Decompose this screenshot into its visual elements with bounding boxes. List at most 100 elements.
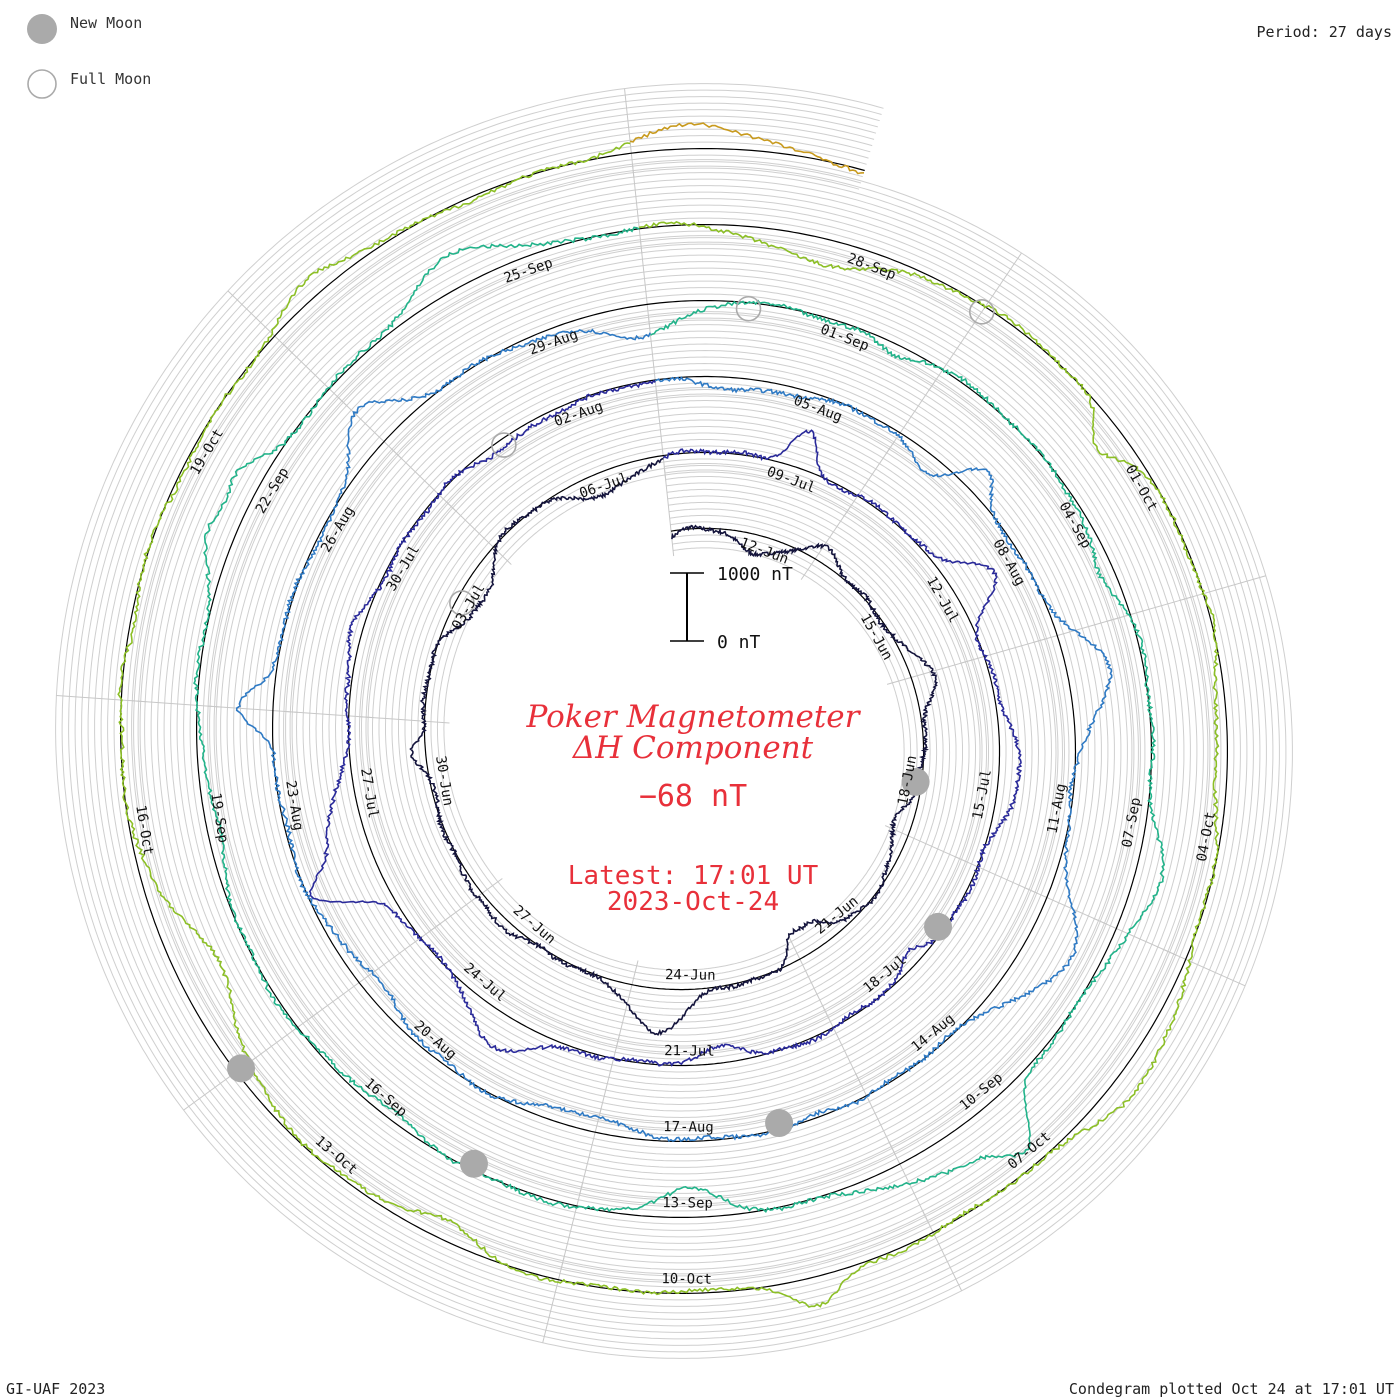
day-spoke [921,1209,963,1291]
full-moon-label: Full Moon [70,70,152,88]
day-spoke [800,504,852,580]
date-label: 15-Jul [970,768,995,821]
grid-line [74,102,1274,1340]
day-spoke [631,164,643,254]
full-moon-icon [27,69,57,99]
spiral-grid [55,83,1293,1359]
day-spoke [132,700,223,708]
chart-title: Poker Magnetometer [526,699,862,735]
day-spoke [282,343,348,407]
date-label: 13-Sep [662,1195,713,1212]
date-label: 24-Jun [665,967,716,984]
day-spoke [367,922,442,977]
day-spoke [560,1181,584,1270]
day-spoke [928,315,980,391]
day-spoke [821,1004,863,1087]
date-label: 07-Sep [1119,796,1144,849]
date-label: 15-Jun [857,611,896,663]
day-spoke [429,878,503,932]
chart-subtitle: ΔH Component [572,730,814,766]
grid-line [126,154,1222,1288]
series-line-2 [308,379,1023,1067]
date-label: 12-Jul [923,574,962,626]
new-moon-marker [227,1054,256,1083]
grid-line [113,141,1235,1301]
date-label: 04-Oct [1194,810,1219,863]
day-spoke [1023,886,1107,925]
new-moon-icon [27,14,57,44]
grid-line [94,122,1254,1320]
new-moon-marker [901,767,930,796]
day-spoke [624,88,635,179]
period-label: Period: 27 days [1256,23,1392,41]
series-line-6 [629,122,865,175]
date-label: 04-Sep [1056,499,1095,551]
day-spoke [359,716,450,724]
day-spoke [306,967,380,1022]
current-value: −68 nT [639,779,747,814]
day-spoke [788,936,829,1018]
day-spoke [391,448,458,513]
footer-plot-time: Condegram plotted Oct 24 at 17:01 UT [1068,1380,1394,1398]
date-label: 19-Sep [207,792,231,844]
series-line-4 [193,226,1166,1213]
grid-line [107,135,1241,1307]
day-spoke [1162,948,1246,987]
latest-date: 2023-Oct-24 [607,887,779,917]
day-spoke [336,396,403,460]
latest-time: Latest: 17:01 UT [568,861,819,891]
date-label: 27-Jul [357,767,381,819]
date-label: 30-Jun [432,755,456,807]
day-spoke [446,501,512,565]
day-spokes [56,88,1266,1343]
date-label: 21-Jul [664,1043,715,1060]
date-label: 11-Aug [1045,782,1070,835]
grid-line [61,89,1287,1353]
full-moon-marker [968,299,995,325]
date-label: 16-Oct [132,804,156,856]
day-spoke [647,315,659,405]
series-line-5 [117,142,1220,1308]
day-spoke [542,1255,565,1343]
grid-line [139,167,1209,1275]
day-spoke [1106,596,1193,622]
data-series [117,122,1220,1308]
grid-line [55,83,1293,1359]
date-label: 10-Oct [661,1271,712,1288]
day-spoke [1093,917,1176,956]
day-spoke [663,466,675,557]
moon-markers [227,295,995,1178]
day-spoke [244,1012,319,1066]
footer-credit: GI-UAF 2023 [6,1380,106,1398]
grid-line [133,161,1215,1281]
day-spoke [1179,575,1266,602]
day-spoke [227,290,293,354]
scale-bar: 1000 nT 0 nT [670,564,793,653]
new-moon-label: New Moon [70,14,143,32]
day-spoke [884,825,968,863]
date-label: 12-Jun [738,535,791,568]
day-spoke [283,710,374,719]
full-moon-marker [491,432,517,458]
day-spoke [954,856,1038,894]
day-spoke [886,659,974,685]
new-moon-marker [924,912,953,941]
day-spoke [1033,617,1120,643]
title-block: Poker Magnetometer ΔH Component −68 nT L… [526,699,862,917]
grid-line [100,128,1248,1314]
date-label: 21-Jun [812,893,861,937]
grid-line [68,96,1280,1346]
scale-bottom-label: 0 nT [717,632,761,653]
scale-top-label: 1000 nT [717,564,793,585]
grid-line [81,109,1267,1333]
new-moon-marker [459,1149,488,1178]
day-spoke [655,390,667,481]
full-moon-marker [735,295,762,322]
day-spoke [959,638,1047,664]
date-label: 06-Jul [577,470,630,502]
grid-line [87,115,1261,1327]
day-spoke [208,705,298,713]
date-label: 17-Aug [663,1119,714,1136]
series-line-3 [235,328,1113,1142]
